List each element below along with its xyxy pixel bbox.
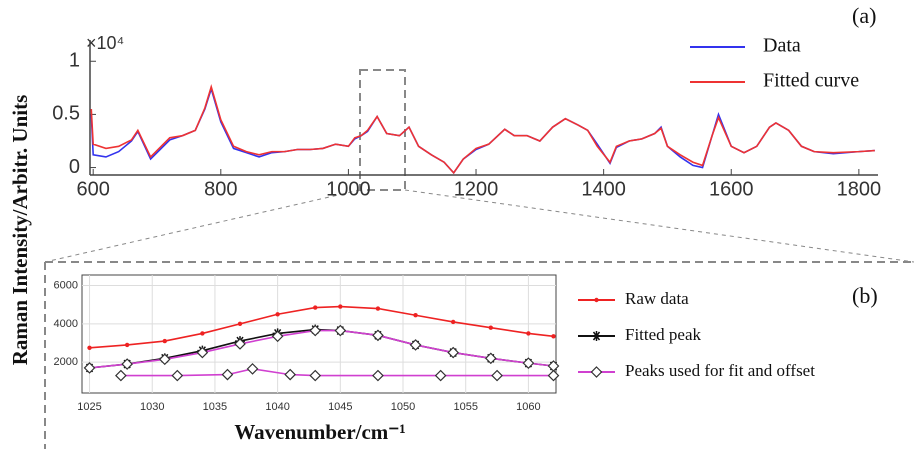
y-axis-label: Raman Intensity/Arbitr. Units (8, 95, 32, 366)
x-tick-label: 800 (204, 178, 237, 200)
x-tick-label: 1055 (453, 401, 477, 413)
marker (275, 312, 280, 317)
zoom-line (44, 189, 361, 263)
marker (547, 369, 560, 382)
marker (237, 321, 243, 327)
x-tick-label: 1400 (581, 178, 626, 200)
marker (413, 313, 418, 318)
x-tick-label: 1045 (328, 401, 352, 413)
marker (313, 305, 318, 310)
marker (484, 352, 497, 365)
legend-label: Peaks used for fit and offset (625, 361, 815, 380)
x-tick-label: 1600 (709, 178, 754, 200)
plot-area (81, 274, 557, 394)
zoom-line (404, 189, 914, 263)
marker (124, 342, 130, 348)
marker (338, 304, 343, 309)
x-tick-label: 1000 (326, 178, 371, 200)
marker (526, 331, 531, 336)
y-tick-label: 0.5 (52, 103, 80, 125)
x-tick-label: 1200 (454, 178, 499, 200)
marker (309, 369, 322, 382)
series-line (90, 86, 875, 175)
marker (158, 353, 171, 366)
marker (591, 331, 602, 341)
series-line (120, 368, 554, 377)
marker (491, 369, 503, 382)
panel-label: (a) (852, 3, 876, 28)
marker (284, 368, 297, 381)
x-tick-label: 1025 (77, 401, 101, 413)
marker (271, 330, 284, 343)
y-scale-label: ×10⁴ (86, 33, 124, 53)
panel-label: (b) (852, 283, 878, 308)
y-tick-label: 1 (69, 50, 80, 72)
marker (234, 338, 246, 350)
legend-label: Fitted curve (763, 70, 859, 92)
marker (372, 369, 384, 382)
marker (409, 339, 422, 351)
legend-label: Raw data (625, 289, 689, 308)
marker (200, 331, 205, 336)
y-tick-label: 2000 (54, 356, 78, 368)
x-tick-label: 600 (77, 178, 110, 200)
marker (196, 346, 209, 359)
marker (221, 368, 234, 381)
y-tick-label: 4000 (54, 318, 78, 330)
legend-label: Fitted peak (625, 325, 702, 344)
x-tick-label: 1060 (516, 401, 540, 413)
series-line (89, 329, 554, 369)
marker (372, 329, 384, 342)
marker (375, 306, 381, 311)
marker (522, 357, 535, 369)
series-line (89, 305, 554, 349)
x-tick-label: 1030 (140, 401, 164, 413)
marker (590, 366, 603, 378)
marker (334, 324, 347, 337)
marker (488, 325, 493, 330)
marker (447, 346, 460, 359)
marker (246, 363, 259, 375)
y-tick-label: 6000 (54, 279, 78, 291)
x-tick-label: 1050 (391, 401, 415, 413)
marker (87, 345, 92, 350)
marker (594, 297, 599, 303)
marker (434, 369, 447, 382)
y-tick-label: 0 (69, 156, 80, 178)
marker (309, 324, 322, 337)
x-axis-label: Wavenumber/cm⁻¹ (234, 420, 405, 444)
marker (162, 338, 167, 344)
marker (450, 319, 456, 325)
marker (121, 358, 133, 370)
series-line (90, 83, 875, 175)
x-tick-label: 1035 (203, 401, 227, 413)
marker (83, 362, 96, 374)
x-tick-label: 1040 (265, 401, 289, 413)
marker (171, 369, 184, 382)
marker (115, 369, 127, 382)
x-tick-label: 1800 (837, 178, 882, 200)
legend-label: Data (763, 35, 801, 57)
marker (551, 334, 556, 339)
